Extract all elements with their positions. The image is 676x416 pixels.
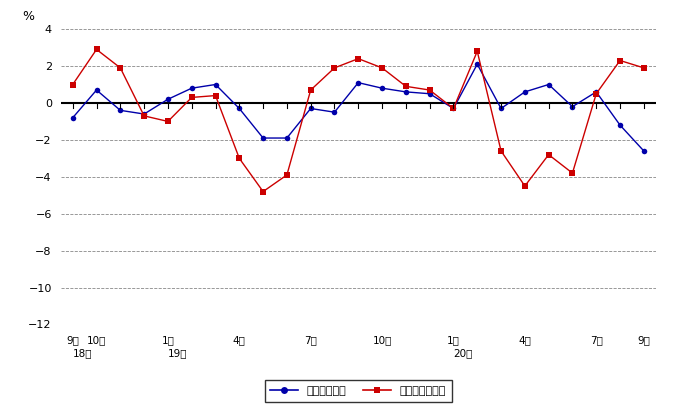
所定外労働時間 bbox=[450, 106, 458, 111]
Line: 総実労働時間: 総実労働時間 bbox=[70, 62, 647, 154]
総実労働時間 bbox=[259, 136, 267, 141]
Text: 7月: 7月 bbox=[304, 336, 317, 346]
総実労働時間 bbox=[354, 80, 362, 85]
総実労働時間 bbox=[402, 89, 410, 94]
総実労働時間 bbox=[473, 62, 481, 67]
所定外労働時間 bbox=[521, 183, 529, 188]
所定外労働時間 bbox=[569, 171, 577, 176]
総実労働時間 bbox=[235, 106, 243, 111]
総実労働時間 bbox=[140, 111, 148, 116]
Legend: 総実労働時間, 所定外労働時間: 総実労働時間, 所定外労働時間 bbox=[265, 380, 452, 401]
Text: 4月: 4月 bbox=[233, 336, 246, 346]
総実労働時間 bbox=[639, 149, 648, 154]
所定外労働時間 bbox=[283, 173, 291, 178]
総実労働時間 bbox=[331, 110, 339, 115]
総実労働時間 bbox=[378, 86, 386, 91]
Text: 18年: 18年 bbox=[73, 349, 92, 359]
総実労働時間 bbox=[497, 106, 505, 111]
所定外労働時間 bbox=[140, 114, 148, 119]
総実労働時間 bbox=[307, 106, 315, 111]
所定外労働時間 bbox=[402, 84, 410, 89]
Text: 1月: 1月 bbox=[447, 336, 460, 346]
所定外労働時間 bbox=[93, 47, 101, 52]
所定外労働時間 bbox=[592, 91, 600, 96]
所定外労働時間 bbox=[545, 152, 553, 157]
総実労働時間 bbox=[426, 91, 434, 96]
総実労働時間 bbox=[164, 97, 172, 102]
総実労働時間 bbox=[69, 115, 77, 120]
所定外労働時間 bbox=[426, 87, 434, 92]
Line: 所定外労働時間: 所定外労働時間 bbox=[70, 47, 647, 194]
所定外労働時間 bbox=[235, 156, 243, 161]
所定外労働時間 bbox=[307, 87, 315, 92]
所定外労働時間 bbox=[331, 65, 339, 70]
総実労働時間 bbox=[283, 136, 291, 141]
所定外労働時間 bbox=[616, 58, 624, 63]
所定外労働時間 bbox=[639, 65, 648, 70]
総実労働時間 bbox=[521, 89, 529, 94]
所定外労働時間 bbox=[473, 49, 481, 54]
Text: 4月: 4月 bbox=[518, 336, 531, 346]
Text: 10月: 10月 bbox=[87, 336, 106, 346]
総実労働時間 bbox=[212, 82, 220, 87]
所定外労働時間 bbox=[378, 65, 386, 70]
所定外労働時間 bbox=[116, 65, 124, 70]
所定外労働時間 bbox=[188, 95, 196, 100]
所定外労働時間 bbox=[497, 149, 505, 154]
所定外労働時間 bbox=[164, 119, 172, 124]
Text: 19年: 19年 bbox=[168, 349, 187, 359]
総実労働時間 bbox=[592, 89, 600, 94]
総実労働時間 bbox=[616, 123, 624, 128]
総実労働時間 bbox=[569, 104, 577, 109]
総実労働時間 bbox=[93, 87, 101, 92]
総実労働時間 bbox=[188, 86, 196, 91]
Text: 20年: 20年 bbox=[454, 349, 473, 359]
Text: 9月: 9月 bbox=[66, 336, 79, 346]
総実労働時間 bbox=[116, 108, 124, 113]
総実労働時間 bbox=[545, 82, 553, 87]
所定外労働時間 bbox=[354, 56, 362, 61]
所定外労働時間 bbox=[259, 189, 267, 194]
Text: 1月: 1月 bbox=[162, 336, 174, 346]
総実労働時間 bbox=[450, 106, 458, 111]
所定外労働時間 bbox=[212, 93, 220, 98]
Text: 7月: 7月 bbox=[589, 336, 603, 346]
Text: 9月: 9月 bbox=[637, 336, 650, 346]
Text: %: % bbox=[22, 10, 34, 23]
所定外労働時間 bbox=[69, 82, 77, 87]
Text: 10月: 10月 bbox=[372, 336, 392, 346]
